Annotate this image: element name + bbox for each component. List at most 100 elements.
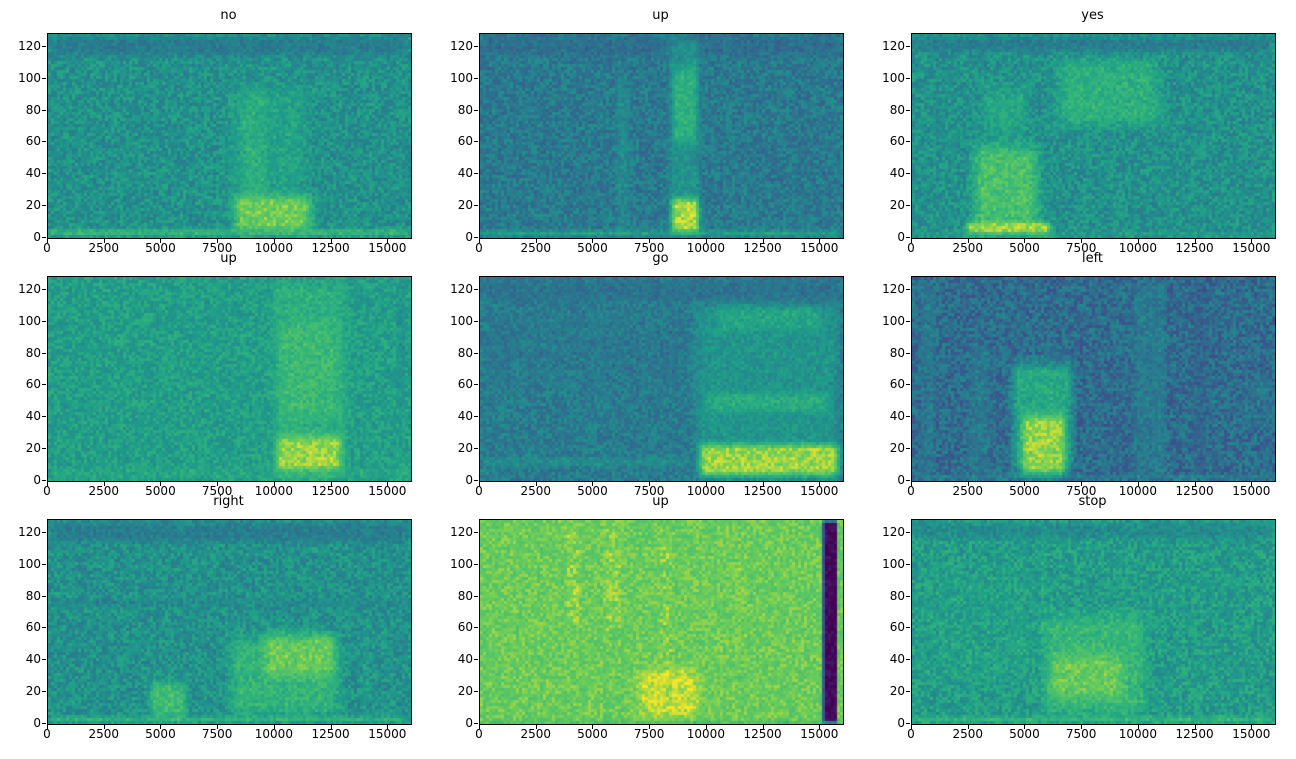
y-tick-label: 0 — [897, 716, 905, 730]
x-tick-label: 10000 — [1118, 727, 1157, 741]
x-tick-label: 5000 — [1009, 241, 1040, 255]
x-tick-label: 5000 — [145, 241, 176, 255]
x-tick-mark — [330, 239, 332, 243]
subplot-title: yes — [1081, 8, 1104, 23]
y-tick-mark — [906, 416, 910, 418]
y-tick-mark — [906, 480, 910, 481]
y-tick-mark — [42, 320, 46, 322]
y-tick-mark — [906, 109, 910, 111]
x-tick-label: 15000 — [368, 241, 407, 255]
y-tick-mark — [906, 141, 910, 143]
y-tick-label: 0 — [465, 230, 473, 244]
x-tick-mark — [1251, 482, 1253, 486]
x-tick-mark — [1251, 239, 1253, 243]
x-tick-label: 15000 — [1232, 484, 1271, 498]
x-tick-mark — [911, 239, 912, 243]
x-tick-mark — [330, 725, 332, 729]
x-tick-mark — [649, 482, 651, 486]
x-tick-label: 12500 — [743, 484, 782, 498]
x-tick-label: 5000 — [145, 484, 176, 498]
spectrogram-canvas — [479, 276, 844, 482]
y-tick-mark — [474, 531, 478, 533]
x-tick-mark — [273, 725, 275, 729]
y-tick-label: 100 — [18, 556, 41, 571]
x-tick-mark — [967, 482, 969, 486]
x-tick-mark — [160, 482, 162, 486]
y-tick-mark — [906, 173, 910, 175]
x-tick-label: 7500 — [1065, 727, 1097, 741]
y-tick-label: 40 — [889, 166, 905, 181]
y-tick-mark — [474, 384, 478, 386]
x-tick-mark — [1194, 239, 1196, 243]
x-tick-mark — [649, 725, 651, 729]
x-tick-label: 2500 — [952, 727, 983, 741]
x-tick-mark — [479, 725, 480, 729]
x-tick-label: 10000 — [254, 241, 293, 255]
y-tick-mark — [42, 237, 46, 238]
y-tick-label: 120 — [882, 524, 905, 539]
x-tick-label: 15000 — [800, 727, 839, 741]
x-tick-mark — [762, 239, 764, 243]
x-tick-label: 0 — [907, 727, 915, 741]
x-tick-label: 2500 — [520, 241, 551, 255]
x-tick-mark — [535, 482, 537, 486]
y-tick-label: 20 — [25, 441, 41, 456]
y-tick-mark — [42, 205, 46, 207]
x-tick-mark — [273, 239, 275, 243]
x-tick-label: 0 — [43, 241, 51, 255]
x-tick-label: 7500 — [633, 727, 665, 741]
y-tick-label: 0 — [465, 716, 473, 730]
x-tick-label: 5000 — [577, 727, 608, 741]
y-tick-label: 120 — [882, 281, 905, 296]
x-tick-mark — [705, 725, 707, 729]
y-tick-label: 40 — [457, 652, 473, 667]
x-tick-mark — [819, 482, 821, 486]
y-tick-label: 20 — [889, 684, 905, 699]
y-tick-mark — [906, 659, 910, 661]
y-tick-mark — [906, 320, 910, 322]
y-tick-label: 60 — [889, 620, 905, 635]
y-tick-label: 0 — [897, 473, 905, 487]
spectrogram-canvas — [479, 33, 844, 239]
x-tick-label: 7500 — [201, 241, 233, 255]
y-tick-mark — [906, 448, 910, 450]
spectrogram-canvas — [47, 276, 412, 482]
y-tick-mark — [906, 627, 910, 629]
x-tick-label: 7500 — [633, 241, 665, 255]
y-tick-label: 80 — [889, 102, 905, 117]
y-tick-mark — [42, 480, 46, 481]
subplot: up 0 2500 5000 7500 10000 12500 15000 0 20 40 60 80… — [432, 486, 864, 741]
y-tick-label: 20 — [457, 684, 473, 699]
y-tick-mark — [42, 45, 46, 47]
x-tick-label: 2500 — [520, 484, 551, 498]
x-tick-label: 7500 — [201, 727, 233, 741]
x-tick-mark — [160, 725, 162, 729]
y-tick-label: 40 — [25, 652, 41, 667]
x-tick-mark — [762, 482, 764, 486]
x-tick-label: 2500 — [88, 241, 119, 255]
y-tick-mark — [42, 563, 46, 565]
x-tick-label: 12500 — [311, 241, 350, 255]
x-tick-label: 2500 — [88, 727, 119, 741]
y-tick-mark — [906, 77, 910, 79]
subplot: stop 0 2500 5000 7500 10000 12500 15000 0 20 40 60… — [864, 486, 1296, 741]
y-tick-label: 0 — [465, 473, 473, 487]
y-tick-mark — [906, 352, 910, 354]
x-tick-label: 15000 — [1232, 241, 1271, 255]
x-tick-mark — [762, 725, 764, 729]
y-tick-label: 20 — [457, 441, 473, 456]
x-tick-mark — [911, 482, 912, 486]
y-tick-mark — [474, 45, 478, 47]
y-tick-label: 0 — [33, 473, 41, 487]
x-tick-label: 12500 — [743, 727, 782, 741]
x-tick-label: 15000 — [800, 241, 839, 255]
x-tick-mark — [1024, 725, 1026, 729]
x-tick-label: 0 — [475, 241, 483, 255]
subplot: yes 0 2500 5000 7500 10000 12500 15000 0 20 40 60 8… — [864, 0, 1296, 255]
x-tick-mark — [387, 482, 389, 486]
y-tick-mark — [906, 237, 910, 238]
x-tick-label: 2500 — [88, 484, 119, 498]
x-tick-mark — [1137, 239, 1139, 243]
y-tick-mark — [474, 352, 478, 354]
x-tick-mark — [160, 239, 162, 243]
